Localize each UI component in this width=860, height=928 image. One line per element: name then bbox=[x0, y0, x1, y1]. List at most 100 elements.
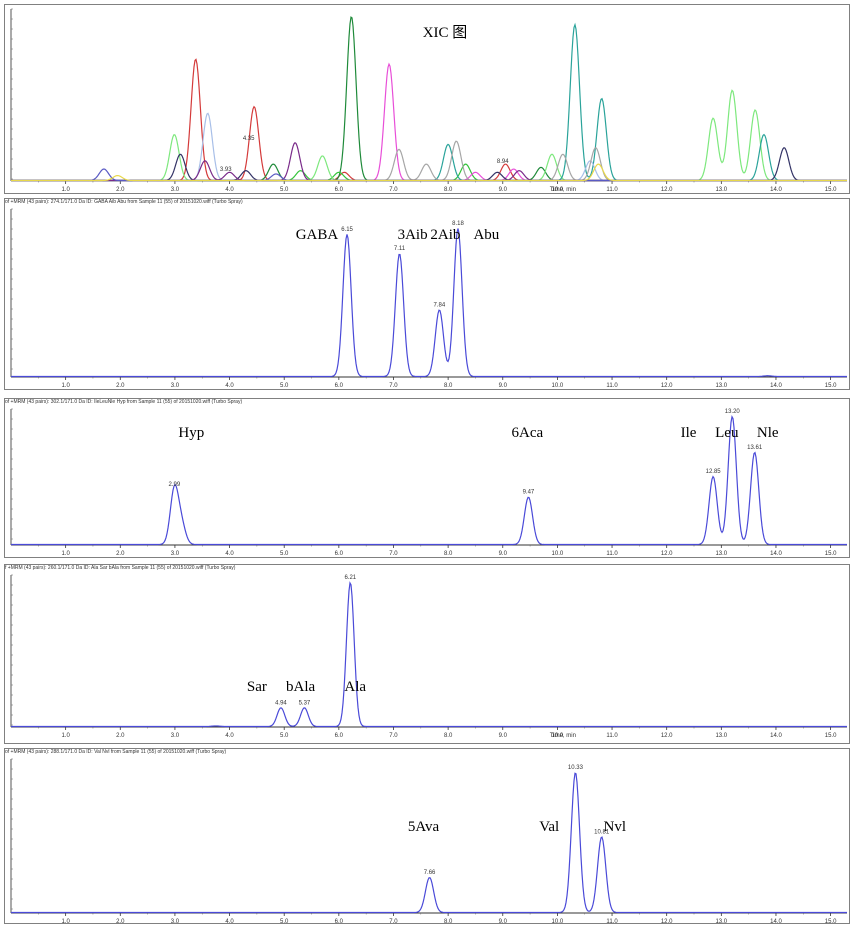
x-tick-label: 3.0 bbox=[171, 551, 180, 557]
peak-rt-label: 7.11 bbox=[394, 246, 406, 252]
panel-header: of +MRM (43 pairs): 288.1/171.0 Da ID: V… bbox=[5, 749, 227, 755]
x-tick-label: 11.0 bbox=[606, 187, 618, 193]
x-tick-label: 12.0 bbox=[661, 919, 673, 923]
chart-title: XIC 图 bbox=[423, 24, 468, 41]
x-tick-label: 14.0 bbox=[770, 551, 782, 557]
compound-label: 2Aib bbox=[430, 227, 460, 243]
x-tick-label: 4.0 bbox=[225, 383, 234, 389]
x-tick-label: 13.0 bbox=[715, 551, 727, 557]
compound-label: Hyp bbox=[178, 425, 204, 441]
x-tick-label: 4.0 bbox=[225, 733, 234, 739]
compound-label: Nle bbox=[757, 425, 779, 441]
x-tick-label: 5.0 bbox=[280, 187, 289, 193]
x-tick-label: 2.0 bbox=[116, 733, 125, 739]
peak-rt-label: 10.81 bbox=[594, 829, 610, 835]
compound-label: Abu bbox=[473, 227, 499, 243]
x-tick-label: 5.0 bbox=[280, 551, 289, 557]
series-line bbox=[11, 163, 847, 182]
peak-rt-label: 6.15 bbox=[341, 227, 353, 233]
x-tick-label: 10.0 bbox=[552, 919, 564, 923]
compound-label: Leu bbox=[715, 425, 739, 441]
series-line bbox=[11, 146, 847, 182]
xic-overlay-panel: 1.0 2.0 3.0 4.0 5.0 6.0 7.0 8.0 9.0 10.0 11.0 12.0 1… bbox=[4, 4, 850, 194]
x-tick-label: 7.0 bbox=[389, 733, 398, 739]
x-tick-label: 3.0 bbox=[171, 733, 180, 739]
peak-rt-label: 9.47 bbox=[523, 490, 535, 496]
panel-header: f +MRM (43 pairs): 260.1/171.0 Da ID: Al… bbox=[5, 565, 236, 571]
series-line bbox=[11, 772, 847, 914]
x-tick-label: 12.0 bbox=[661, 733, 673, 739]
series-line bbox=[11, 581, 847, 728]
x-tick-label: 11.0 bbox=[606, 919, 618, 923]
x-tick-label: 11.0 bbox=[606, 383, 618, 389]
compound-label: Sar bbox=[247, 679, 267, 695]
x-tick-label: 2.0 bbox=[116, 383, 125, 389]
x-tick-label: 6.0 bbox=[335, 383, 344, 389]
x-tick-label: 3.0 bbox=[171, 187, 180, 193]
x-tick-label: 13.0 bbox=[715, 919, 727, 923]
x-tick-label: 3.0 bbox=[171, 383, 180, 389]
x-tick-label: 10.0 bbox=[552, 187, 564, 193]
xic-overlay-chart: 1.0 2.0 3.0 4.0 5.0 6.0 7.0 8.0 9.0 10.0 11.0 12.0 1… bbox=[10, 8, 847, 193]
x-tick-label: 7.0 bbox=[389, 187, 398, 193]
x-tick-label: 2.0 bbox=[116, 187, 125, 193]
x-tick-label: 9.0 bbox=[499, 187, 508, 193]
x-tick-label: 10.0 bbox=[552, 733, 564, 739]
peak-rt-label: 3.93 bbox=[220, 167, 232, 173]
peak-rt-label: 6.21 bbox=[344, 575, 356, 581]
x-tick-label: 5.0 bbox=[280, 919, 289, 923]
x-tick-label: 15.0 bbox=[825, 187, 837, 193]
x-tick-label: 2.0 bbox=[116, 551, 125, 557]
x-tick-label: 15.0 bbox=[825, 733, 837, 739]
compound-label: Ala bbox=[344, 679, 366, 695]
series-line bbox=[11, 414, 847, 546]
ile-leu-nle-hyp-chart: 1.0 2.0 3.0 4.0 5.0 6.0 7.0 8.0 9.0 10.0 11.0 12.0 1… bbox=[10, 408, 847, 557]
x-tick-label: 6.0 bbox=[335, 919, 344, 923]
gaba-aib-abu-panel: of +MRM (43 pairs): 274.1/171.0 Da ID: G… bbox=[4, 198, 850, 390]
x-tick-label: 15.0 bbox=[825, 383, 837, 389]
ala-sar-bala-panel: f +MRM (43 pairs): 260.1/171.0 Da ID: Al… bbox=[4, 564, 850, 744]
val-nvl-chart: 1.0 2.0 3.0 4.0 5.0 6.0 7.0 8.0 9.0 10.0 11.0 12.0 1… bbox=[10, 758, 847, 925]
peak-rt-label: 4.35 bbox=[243, 136, 255, 142]
x-tick-label: 4.0 bbox=[225, 919, 234, 923]
peak-rt-label: 5.37 bbox=[299, 700, 311, 706]
x-tick-label: 12.0 bbox=[661, 187, 673, 193]
x-tick-label: 9.0 bbox=[499, 733, 508, 739]
x-tick-label: 7.0 bbox=[389, 551, 398, 557]
x-tick-label: 6.0 bbox=[335, 187, 344, 193]
x-tick-label: 15.0 bbox=[825, 919, 837, 923]
x-tick-label: 14.0 bbox=[770, 919, 782, 923]
x-tick-label: 11.0 bbox=[606, 733, 618, 739]
peak-rt-label: 4.94 bbox=[275, 700, 287, 706]
compound-label: 3Aib bbox=[398, 227, 428, 243]
x-tick-label: 10.0 bbox=[552, 551, 564, 557]
x-tick-label: 7.0 bbox=[389, 383, 398, 389]
x-tick-label: 2.0 bbox=[116, 919, 125, 923]
peak-rt-label: 13.61 bbox=[747, 445, 763, 451]
x-axis-label: Time, min bbox=[550, 187, 576, 193]
x-tick-label: 5.0 bbox=[280, 733, 289, 739]
x-tick-label: 8.0 bbox=[444, 733, 453, 739]
x-tick-label: 6.0 bbox=[335, 733, 344, 739]
series-line bbox=[11, 22, 847, 182]
series-line bbox=[11, 16, 847, 182]
peak-rt-label: 7.66 bbox=[424, 870, 436, 876]
panel-header: of +MRM (43 pairs): 274.1/171.0 Da ID: G… bbox=[5, 199, 243, 205]
x-tick-label: 1.0 bbox=[61, 919, 70, 923]
x-tick-label: 4.0 bbox=[225, 187, 234, 193]
x-tick-label: 14.0 bbox=[770, 187, 782, 193]
x-tick-label: 3.0 bbox=[171, 919, 180, 923]
peak-rt-label: 13.20 bbox=[725, 409, 741, 415]
compound-label: Val bbox=[539, 819, 559, 835]
x-tick-label: 13.0 bbox=[715, 733, 727, 739]
x-tick-label: 15.0 bbox=[825, 551, 837, 557]
x-tick-label: 8.0 bbox=[444, 383, 453, 389]
panel-header: of +MRM (43 pairs): 302.1/171.0 Da ID: I… bbox=[5, 399, 243, 405]
x-tick-label: 8.0 bbox=[444, 919, 453, 923]
x-tick-label: 12.0 bbox=[661, 551, 673, 557]
x-tick-label: 14.0 bbox=[770, 383, 782, 389]
x-axis-label: Time, min bbox=[550, 733, 576, 739]
gaba-aib-abu-chart: 1.0 2.0 3.0 4.0 5.0 6.0 7.0 8.0 9.0 10.0 11.0 12.0 1… bbox=[10, 208, 847, 389]
series-line bbox=[11, 168, 847, 182]
compound-label: bAla bbox=[286, 679, 316, 695]
